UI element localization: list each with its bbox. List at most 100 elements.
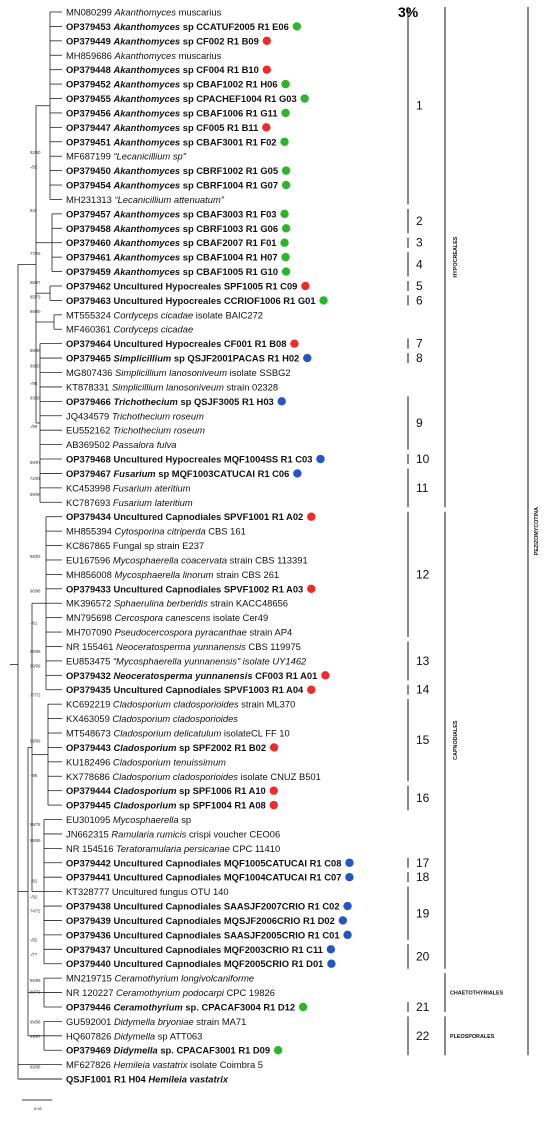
accession: OP379446 bbox=[66, 1001, 113, 1012]
dot-green bbox=[281, 79, 290, 89]
dot-red bbox=[269, 743, 279, 752]
accession: EU853475 bbox=[66, 655, 113, 666]
accession: OP379465 bbox=[66, 353, 113, 364]
accession: OP379447 bbox=[66, 122, 113, 133]
cluster-label: 2 bbox=[416, 214, 423, 228]
taxon-label: OP379453 Akanthomyces sp CCATUF2005 R1 E… bbox=[66, 21, 289, 32]
scale-bar: 0.02 bbox=[22, 1099, 52, 1111]
dot-blue bbox=[338, 916, 348, 925]
taxon-name: Hemileia vastatrix bbox=[113, 1059, 190, 1070]
accession: OP379460 bbox=[66, 237, 113, 248]
cluster-label: 19 bbox=[416, 906, 430, 920]
taxon-label: OP379457 Akanthomyces sp CBAF3003 R1 F03 bbox=[66, 208, 277, 219]
scale-percent-label: 3% bbox=[398, 4, 419, 20]
taxon-label: OP379437 Uncultured Capnodiales MQF2003C… bbox=[66, 944, 323, 955]
taxon-label: MT548673 Cladosporium delicatulum isolat… bbox=[66, 728, 290, 739]
accession: MF627826 bbox=[66, 1059, 113, 1070]
accession: OP379466 bbox=[66, 396, 113, 407]
taxon-name: Cercospora canescens bbox=[114, 612, 213, 623]
taxon-label: OP379451 Akanthomyces sp CBAF3001 R1 F02 bbox=[66, 136, 277, 147]
taxon-label: KC692219 Cladosporium cladosporioides st… bbox=[66, 699, 295, 710]
taxon-detail: sp bbox=[181, 814, 191, 825]
taxon-detail: Uncultured Capnodiales SAASJF2005CRIO R1… bbox=[113, 929, 339, 940]
accession: OP379456 bbox=[66, 107, 113, 118]
accession: OP379459 bbox=[66, 266, 113, 277]
accession: OP379457 bbox=[66, 208, 113, 219]
accession: OP379437 bbox=[66, 944, 113, 955]
taxon-name: Sphaerulina berberidis bbox=[114, 598, 210, 609]
taxon-label: GU592001 Didymella bryoniae strain MA71 bbox=[66, 1016, 246, 1027]
support-value: 99/99 bbox=[30, 649, 41, 654]
cluster-label: 12 bbox=[416, 567, 430, 581]
taxon-name: Cladosporium delicatulum bbox=[113, 728, 223, 739]
taxon-name: Mycosphaerella coacervata bbox=[113, 554, 230, 565]
taxon-name: Ceramothyrium bbox=[113, 1001, 185, 1012]
accession: MF687199 bbox=[66, 151, 113, 162]
order-brackets: HYPOCREALES CAPNODIALES CHAETOTHYRIALES PLE… bbox=[444, 7, 540, 1056]
taxon-label: OP379442 Uncultured Capnodiales MQF1005C… bbox=[66, 857, 341, 868]
taxon-name: Didymella bbox=[114, 1030, 158, 1041]
taxon-detail: strain CBS 261 bbox=[216, 569, 279, 580]
taxon-detail: Uncultured Hypocreales SPF1005 R1 C09 bbox=[113, 280, 297, 291]
taxon-name: Akanthomyces bbox=[112, 252, 182, 263]
taxon-label: MH856008 Mycosphaerella linorum strain C… bbox=[66, 569, 279, 580]
taxon-name: Simplicillium lanosoniveum bbox=[112, 381, 227, 392]
support-value: 77/72 bbox=[30, 692, 41, 697]
support-value: 99/97 bbox=[30, 1034, 41, 1039]
taxon-label: OP379468 Uncultured Hypocreales MQF1004S… bbox=[66, 454, 312, 465]
accession: OP379435 bbox=[66, 684, 113, 695]
accession: KT328777 bbox=[66, 886, 112, 897]
accession: KX463059 bbox=[66, 713, 112, 724]
taxon-detail: CPC 11410 bbox=[232, 843, 280, 854]
dot-green bbox=[281, 224, 291, 233]
taxon-name: Cordyceps cicadae bbox=[113, 324, 193, 335]
taxon-name: Akanthomyces bbox=[112, 266, 182, 277]
taxon-label: OP379450 Akanthomyces sp CBRF1002 R1 G05 bbox=[66, 165, 278, 176]
taxon-name: Simplicillium lanosoniveum bbox=[115, 367, 230, 378]
taxon-detail: sp CBRF1004 R1 G07 bbox=[183, 180, 278, 191]
accession: OP379468 bbox=[66, 454, 113, 465]
support-value: 99/99 bbox=[30, 739, 41, 744]
support-value: -/82 bbox=[30, 878, 38, 883]
taxon-detail: sp CBAF3001 R1 F02 bbox=[183, 136, 277, 147]
dot-green bbox=[280, 137, 289, 146]
support-value: -/99 bbox=[30, 424, 38, 429]
taxon-detail: sp CBAF1002 R1 H06 bbox=[183, 79, 278, 90]
accession: KU182496 bbox=[66, 756, 113, 767]
taxon-label: KX463059 Cladosporium cladosporioides bbox=[66, 713, 238, 724]
taxon-detail: sp SPF2002 R1 B02 bbox=[179, 742, 266, 753]
taxon-name: Ceramothyrium longivolcaniforme bbox=[114, 973, 254, 984]
accession: MN219715 bbox=[66, 973, 114, 984]
taxon-name: Akanthomyces bbox=[112, 122, 182, 133]
taxon-detail: muscarius bbox=[179, 7, 222, 18]
support-value: 99/99 bbox=[30, 838, 41, 843]
taxon-label: OP379455 Akanthomyces sp CPACHEF1004 R1 … bbox=[66, 93, 297, 104]
accession: OP379439 bbox=[66, 915, 113, 926]
support-value: 99/99 bbox=[30, 664, 41, 669]
taxon-label: NR 154516 Teratoramularia persicariae CP… bbox=[66, 843, 280, 854]
support-value: 99/99 bbox=[30, 492, 41, 497]
taxon-label: MH231313 “Lecanicillium attenuatum” bbox=[66, 194, 225, 205]
accession: MN080299 bbox=[66, 7, 114, 18]
taxon-label: OP379433 Uncultured Capnodiales SPVF1002… bbox=[66, 583, 303, 594]
taxon-label: MT555324 Cordyceps cicadae isolate BAIC2… bbox=[66, 309, 263, 320]
taxon-detail: sp CBAF2007 R1 F01 bbox=[183, 237, 277, 248]
taxon-label: OP379434 Uncultured Capnodiales SPVF1001… bbox=[66, 511, 303, 522]
accession: NR 154516 bbox=[66, 843, 116, 854]
taxon-detail: CF003 R1 A01 bbox=[255, 670, 317, 681]
accession: AB369502 bbox=[66, 439, 112, 450]
accession: JQ434579 bbox=[66, 410, 112, 421]
dot-green bbox=[281, 108, 290, 118]
support-value: -/92 bbox=[30, 165, 38, 170]
accession: MT555324 bbox=[66, 309, 113, 320]
accession: KT878331 bbox=[66, 381, 112, 392]
taxon-name: Fusarium ateritium bbox=[113, 482, 191, 493]
support-value: 99/93 bbox=[30, 364, 41, 369]
taxon-label: MH855394 Cytosporina citriperda CBS 161 bbox=[66, 526, 246, 537]
taxon-label: MH859686 Akanthomyces muscarius bbox=[66, 50, 222, 61]
taxon-name: Akanthomyces bbox=[112, 165, 182, 176]
taxon-detail: CBS 119975 bbox=[248, 641, 300, 652]
dot-blue bbox=[326, 945, 336, 954]
accession: EU167596 bbox=[66, 554, 113, 565]
taxon-name: Akanthomyces bbox=[112, 93, 182, 104]
